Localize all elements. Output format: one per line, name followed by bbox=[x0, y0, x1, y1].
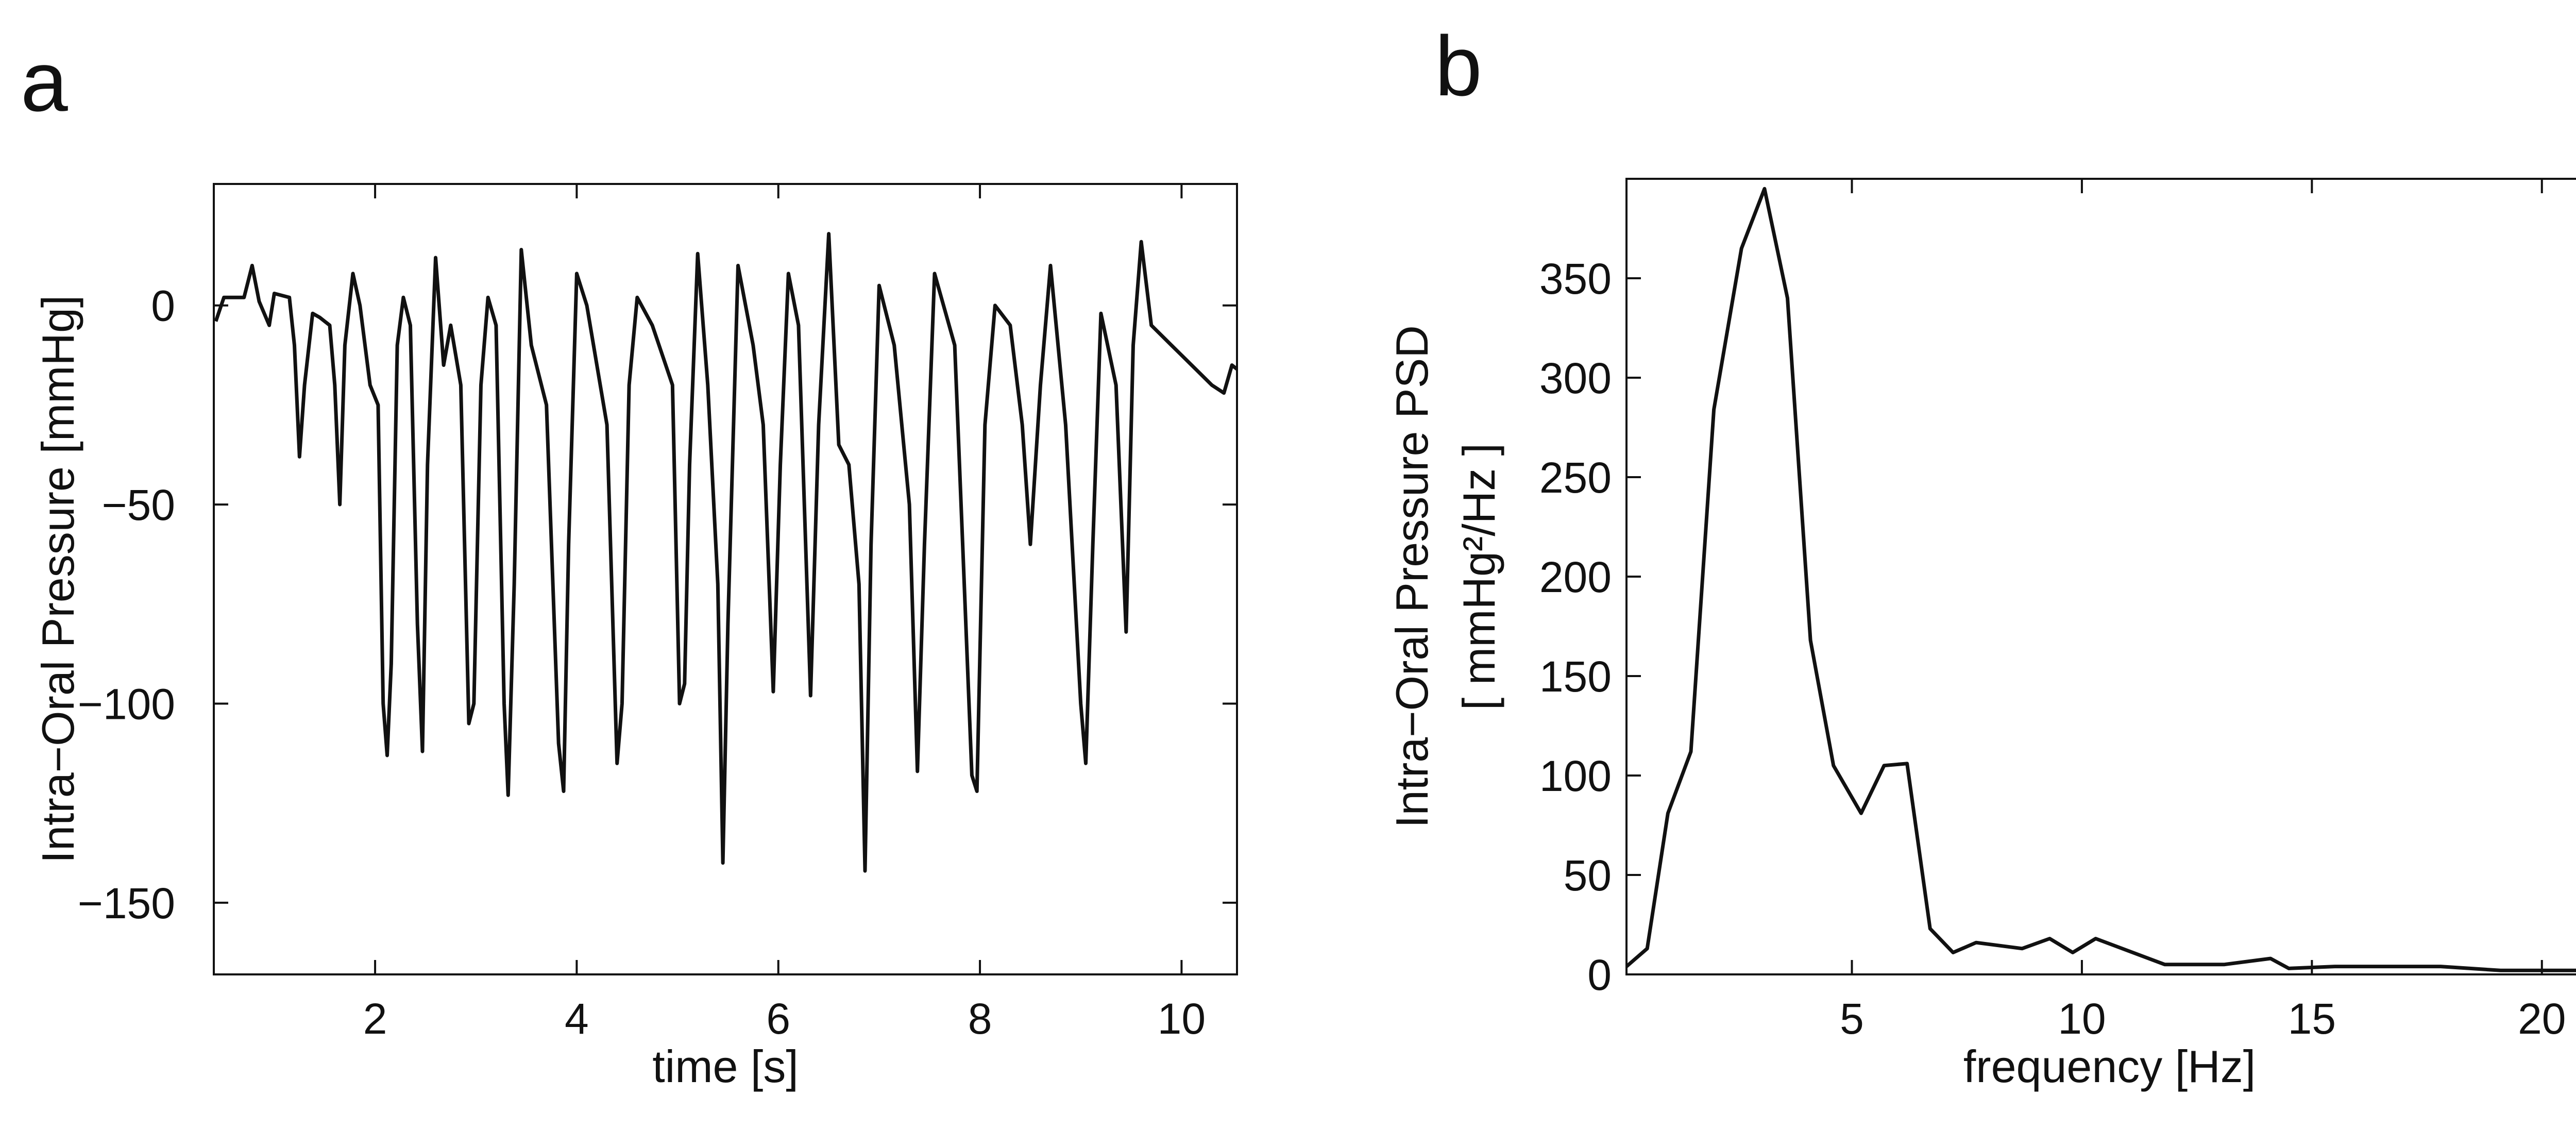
x-tick-label: 10 bbox=[2058, 995, 2106, 1043]
x-axis-label: frequency [Hz] bbox=[1963, 1041, 2256, 1092]
x-tick-label: 20 bbox=[2518, 995, 2566, 1043]
y-tick-label: 0 bbox=[1587, 951, 1612, 999]
x-axis-label: time [s] bbox=[652, 1041, 799, 1092]
x-tick-label: 5 bbox=[1840, 995, 1864, 1043]
y-axis-label: Intra−Oral Pressure PSD bbox=[1386, 325, 1437, 828]
y-tick-label: 200 bbox=[1539, 553, 1612, 601]
x-tick-label: 6 bbox=[766, 995, 790, 1043]
y-tick-label: −150 bbox=[78, 879, 175, 928]
data-line bbox=[214, 232, 1237, 873]
x-tick-label: 2 bbox=[363, 995, 387, 1043]
panel-label: b bbox=[1435, 19, 1482, 113]
y-tick-label: 0 bbox=[151, 282, 175, 330]
y-axis-label: [ mmHg²/Hz ] bbox=[1453, 443, 1504, 710]
y-tick-label: −100 bbox=[78, 680, 175, 728]
y-tick-label: 150 bbox=[1539, 652, 1612, 701]
axes-box bbox=[1625, 178, 2576, 975]
x-tick-label: 8 bbox=[968, 995, 992, 1043]
x-tick-label: 10 bbox=[1158, 995, 1206, 1043]
y-tick-label: 300 bbox=[1539, 354, 1612, 402]
data-line bbox=[1626, 187, 2576, 972]
y-tick-label: 350 bbox=[1539, 255, 1612, 303]
x-tick-label: 15 bbox=[2288, 995, 2336, 1043]
axes-box bbox=[213, 183, 1238, 975]
y-axis-label: Intra−Oral Pressure [mmHg] bbox=[32, 295, 83, 864]
y-tick-label: −50 bbox=[102, 481, 176, 529]
panel-label: a bbox=[21, 34, 68, 129]
y-tick-label: 100 bbox=[1539, 752, 1612, 800]
y-tick-label: 50 bbox=[1564, 851, 1612, 900]
y-tick-label: 250 bbox=[1539, 453, 1612, 502]
x-tick-label: 4 bbox=[565, 995, 589, 1043]
